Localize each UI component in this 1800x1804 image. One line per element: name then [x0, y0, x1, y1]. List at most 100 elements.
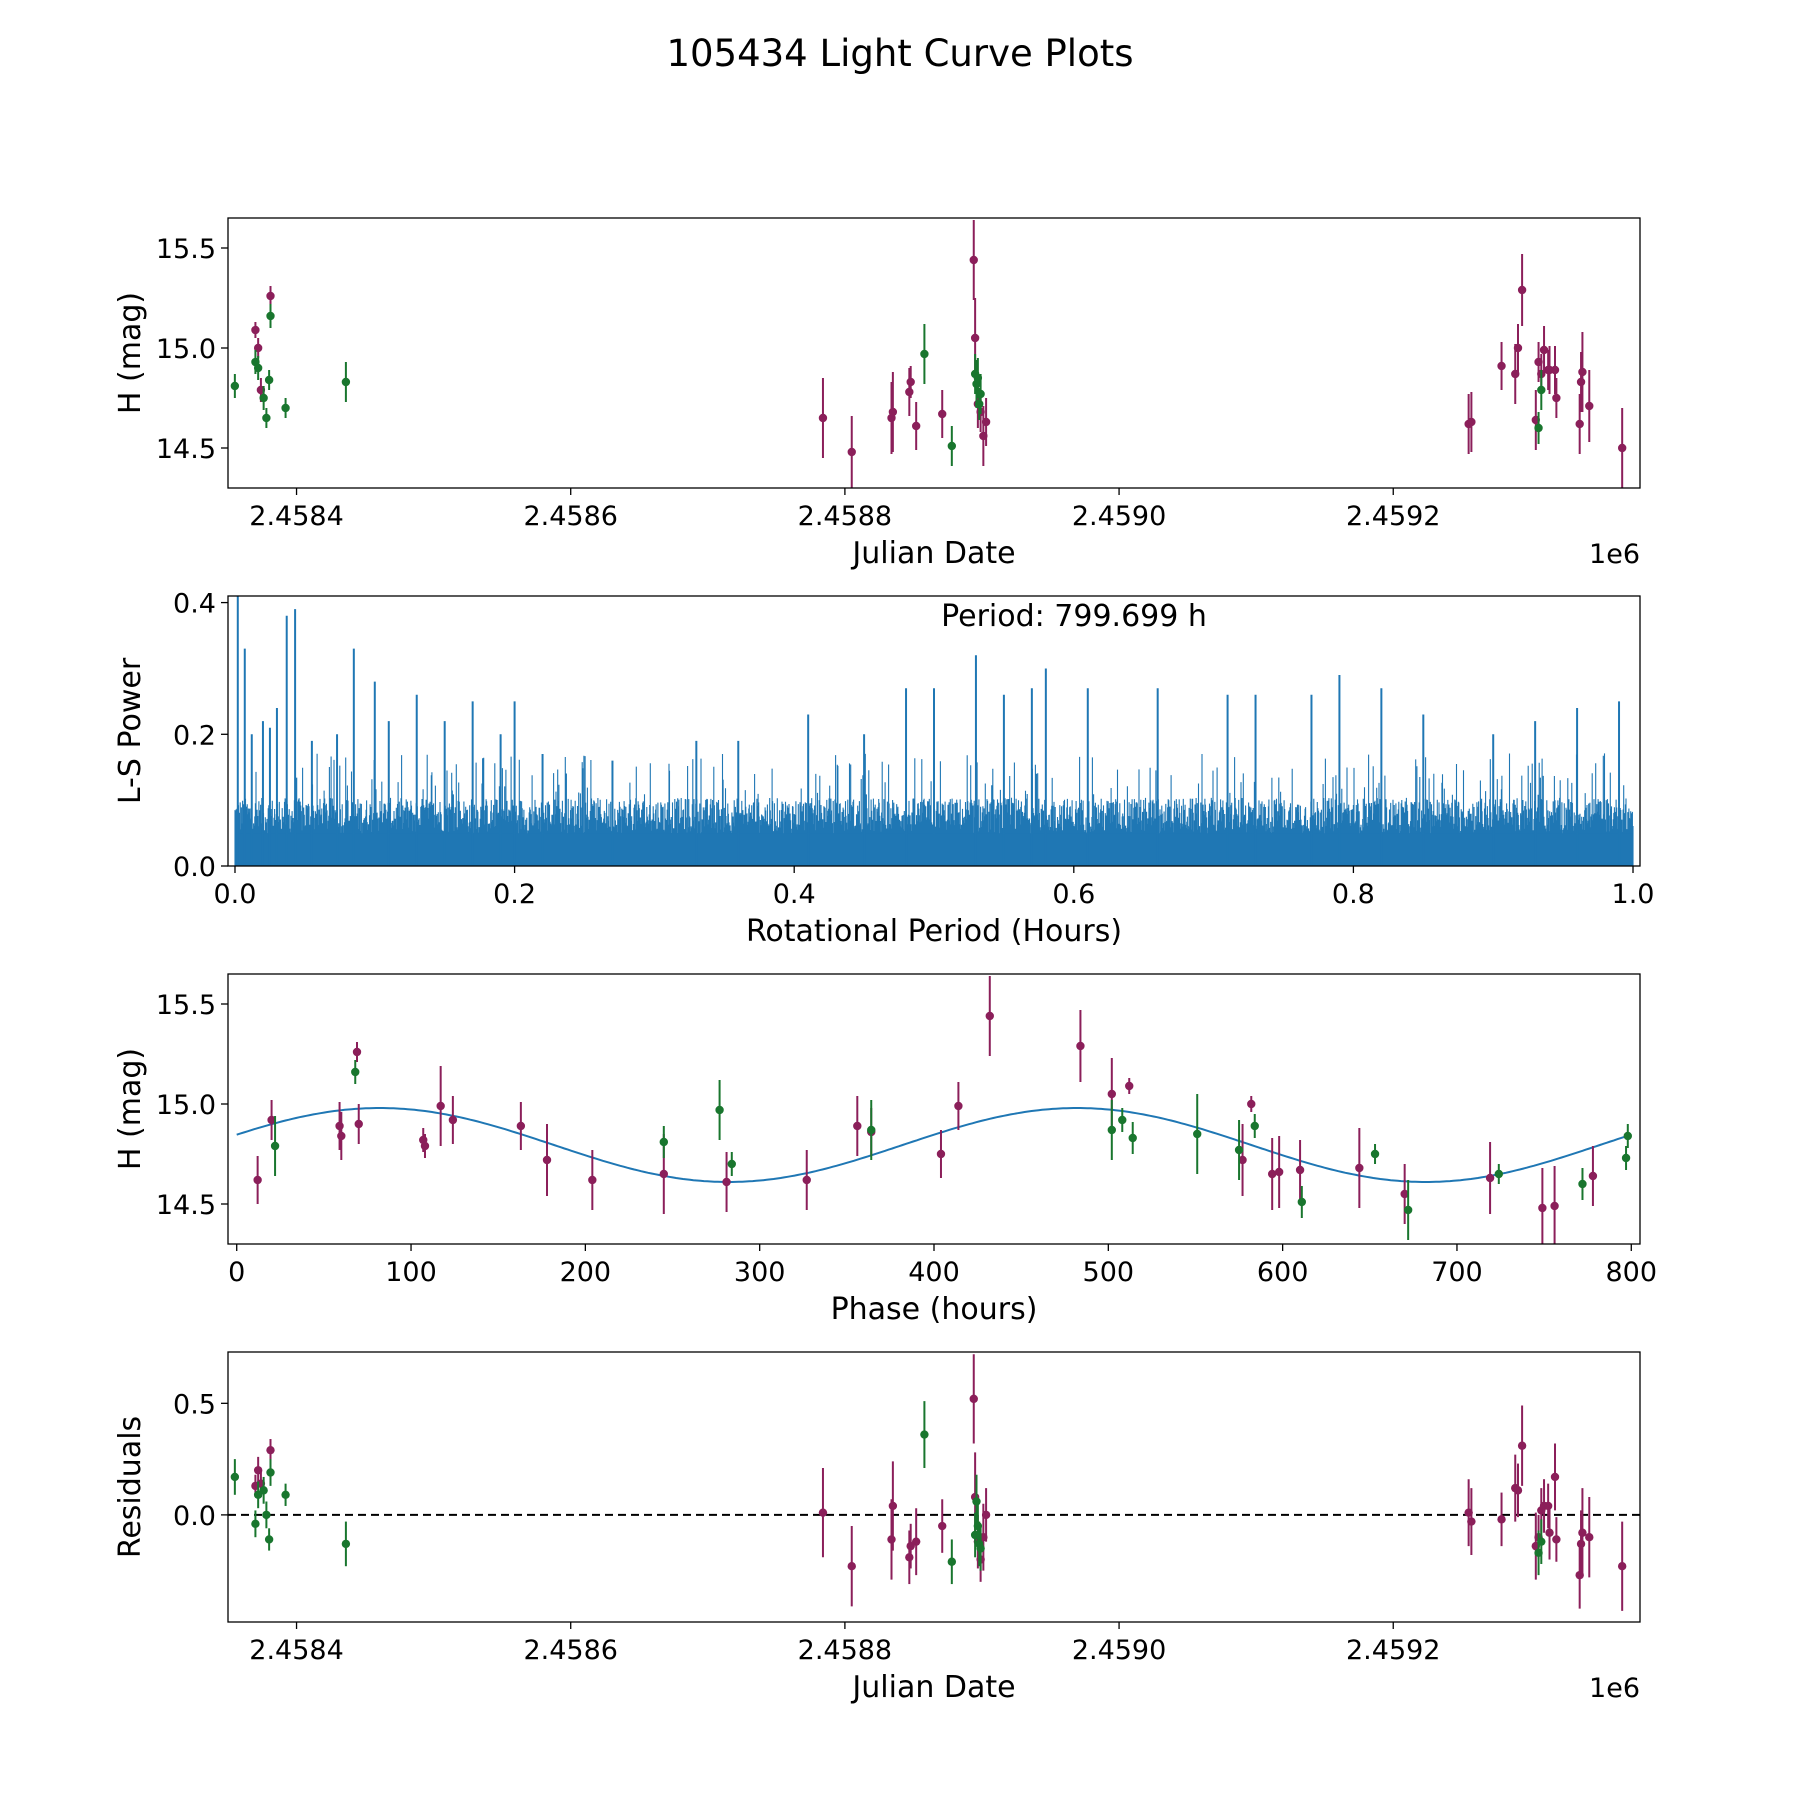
data-point — [1552, 1535, 1561, 1544]
data-point — [588, 1175, 597, 1185]
x-tick-label: 0.2 — [493, 879, 536, 910]
x-tick-label: 2.4590 — [1072, 501, 1166, 532]
data-point — [1578, 1528, 1587, 1537]
data-point — [516, 1121, 526, 1131]
data-point — [1623, 1131, 1632, 1141]
power-peaks — [236, 596, 1621, 866]
data-point — [818, 413, 828, 423]
data-point — [354, 1119, 363, 1129]
data-point — [1403, 1205, 1413, 1215]
data-point — [911, 1537, 921, 1546]
data-point — [1247, 1099, 1256, 1109]
data-point — [847, 447, 856, 457]
data-points — [253, 976, 1632, 1244]
data-points — [230, 220, 1627, 488]
x-tick-label: 300 — [734, 1257, 786, 1288]
data-point — [266, 1445, 275, 1455]
data-point — [259, 1486, 268, 1495]
data-point — [1118, 1115, 1127, 1125]
y-tick-label: 14.5 — [156, 434, 216, 465]
data-point — [938, 1521, 947, 1531]
data-point — [1295, 1165, 1305, 1175]
data-point — [266, 1468, 275, 1477]
x-axis-label: Rotational Period (Hours) — [746, 914, 1122, 949]
data-point — [1234, 1145, 1244, 1155]
series-green — [270, 1060, 1632, 1240]
data-point — [1575, 419, 1584, 429]
x-tick-label: 2.4588 — [798, 501, 892, 532]
data-point — [1467, 417, 1476, 427]
data-point — [1585, 401, 1594, 411]
data-point — [230, 1472, 240, 1482]
data-point — [1543, 1501, 1553, 1511]
data-point — [1238, 1155, 1247, 1165]
data-point — [1578, 1179, 1587, 1189]
data-point — [976, 389, 985, 399]
data-point — [847, 1562, 856, 1571]
data-point — [259, 393, 268, 403]
axes-frame — [227, 973, 1641, 1245]
x-tick-label: 2.4586 — [523, 1635, 617, 1666]
data-point — [1467, 1517, 1476, 1526]
data-point — [1545, 1528, 1554, 1537]
data-point — [266, 311, 275, 321]
data-point — [1537, 385, 1546, 395]
data-point — [936, 1149, 946, 1159]
data-point — [1617, 1562, 1627, 1571]
data-point — [262, 413, 271, 423]
y-tick-label: 0.0 — [173, 1501, 216, 1532]
axes-frame — [227, 595, 1641, 867]
data-point — [887, 1535, 896, 1544]
y-tick-label: 14.5 — [156, 1190, 216, 1221]
data-point — [920, 349, 929, 359]
x-tick-label: 2.4586 — [523, 501, 617, 532]
data-point — [1355, 1163, 1364, 1173]
data-point — [420, 1141, 430, 1151]
data-point — [972, 1497, 981, 1506]
data-point — [335, 1121, 344, 1131]
x-tick-label: 0 — [228, 1257, 245, 1288]
data-point — [1550, 1201, 1559, 1211]
y-tick-label: 15.0 — [156, 334, 216, 365]
x-axis-label: Julian Date — [850, 1670, 1015, 1705]
x-tick-label: 2.4590 — [1072, 1635, 1166, 1666]
x-tick-label: 0.8 — [1332, 879, 1375, 910]
data-point — [975, 399, 984, 409]
data-point — [969, 255, 978, 265]
x-tick-label: 400 — [908, 1257, 960, 1288]
data-point — [1513, 343, 1523, 353]
x-tick-label: 1.0 — [1612, 879, 1655, 910]
phasefold-panel: 0 100 200 300 400 500 600 700 800 14.5 15.0 15.5 Pha… — [113, 973, 1657, 1327]
lightcurve-panel: 2.4584 2.4586 2.4588 2.4590 2.4592 14.5 15.0 15… — [113, 217, 1641, 571]
data-point — [659, 1137, 669, 1147]
x-tick-label: 500 — [1083, 1257, 1135, 1288]
data-point — [1497, 361, 1506, 371]
data-point — [1617, 443, 1627, 453]
y-tick-label: 0.5 — [173, 1389, 216, 1420]
data-point — [981, 417, 991, 427]
x-tick-label: 0.6 — [1052, 879, 1095, 910]
data-point — [888, 1501, 898, 1511]
data-point — [659, 1169, 669, 1179]
series-purple — [253, 976, 1598, 1244]
data-point — [352, 1047, 362, 1057]
y-axis-label: L-S Power — [113, 657, 148, 804]
y-tick-label: 15.5 — [156, 990, 216, 1021]
series-green — [230, 1401, 1546, 1585]
series-purple — [251, 1354, 1627, 1611]
data-point — [448, 1115, 458, 1125]
data-point — [1517, 1441, 1527, 1450]
data-point — [867, 1125, 876, 1135]
data-point — [253, 363, 263, 373]
y-tick-label: 0.0 — [173, 852, 216, 883]
data-point — [230, 381, 240, 391]
data-point — [1107, 1125, 1117, 1135]
data-point — [264, 1535, 274, 1544]
data-point — [542, 1155, 552, 1165]
x-tick-label: 0.4 — [773, 879, 816, 910]
data-point — [1576, 1539, 1586, 1549]
x-tick-label: 0.0 — [214, 879, 257, 910]
data-point — [715, 1105, 724, 1115]
data-point — [981, 1510, 991, 1520]
